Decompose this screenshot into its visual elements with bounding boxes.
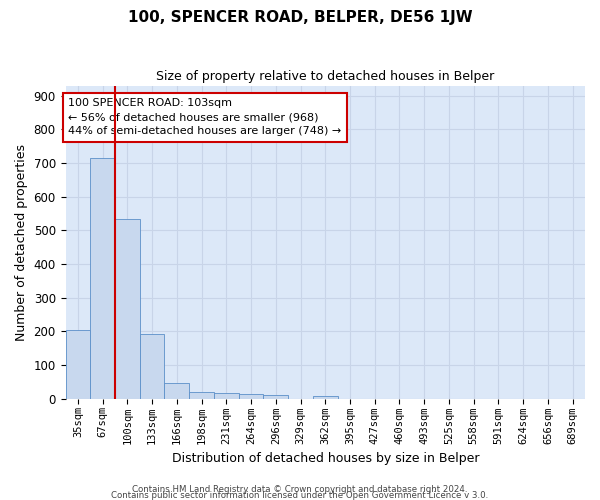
Bar <box>189 392 214 398</box>
Bar <box>313 396 338 398</box>
Title: Size of property relative to detached houses in Belper: Size of property relative to detached ho… <box>156 70 494 83</box>
Bar <box>263 395 288 398</box>
Bar <box>65 330 90 398</box>
Bar <box>214 394 239 398</box>
Bar <box>90 158 115 398</box>
Text: 100 SPENCER ROAD: 103sqm
← 56% of detached houses are smaller (968)
44% of semi-: 100 SPENCER ROAD: 103sqm ← 56% of detach… <box>68 98 341 136</box>
Bar <box>239 394 263 398</box>
Bar <box>140 334 164 398</box>
X-axis label: Distribution of detached houses by size in Belper: Distribution of detached houses by size … <box>172 452 479 465</box>
Text: Contains HM Land Registry data © Crown copyright and database right 2024.: Contains HM Land Registry data © Crown c… <box>132 484 468 494</box>
Text: 100, SPENCER ROAD, BELPER, DE56 1JW: 100, SPENCER ROAD, BELPER, DE56 1JW <box>128 10 472 25</box>
Text: Contains public sector information licensed under the Open Government Licence v : Contains public sector information licen… <box>112 490 488 500</box>
Bar <box>115 219 140 398</box>
Bar <box>164 383 189 398</box>
Y-axis label: Number of detached properties: Number of detached properties <box>15 144 28 340</box>
